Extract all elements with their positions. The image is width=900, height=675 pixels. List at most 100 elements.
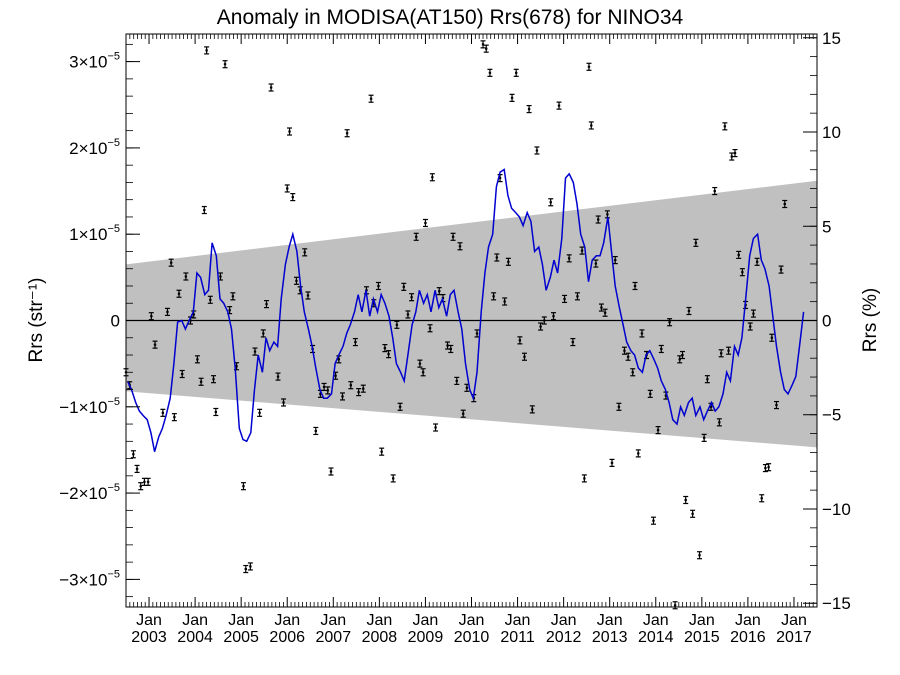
x-tick-month-label: Jan — [459, 612, 485, 629]
data-point — [759, 494, 765, 503]
data-point — [134, 464, 140, 474]
data-point — [293, 276, 299, 285]
data-point — [529, 405, 535, 414]
data-point — [287, 127, 293, 136]
x-tick-month-label: Jan — [136, 612, 162, 629]
data-point — [168, 258, 174, 267]
data-point — [494, 253, 500, 262]
data-point — [679, 350, 685, 360]
data-point — [194, 355, 200, 364]
data-point — [739, 268, 745, 277]
data-point — [379, 447, 385, 456]
data-point — [460, 409, 466, 418]
data-point — [281, 398, 287, 407]
data-point — [630, 368, 636, 377]
y-axis-ticks: 3×10−5 2×10−5 1×10−5 0 −1×10−5 −2×10−5 −3×10−5 — [59, 43, 140, 598]
data-point — [701, 433, 707, 442]
data-point — [729, 152, 735, 161]
y2-axis-ticks: 15 10 5 0 −5 −10 −15 — [803, 29, 851, 613]
data-point — [352, 337, 358, 347]
data-point — [609, 458, 615, 467]
data-point — [268, 83, 274, 92]
data-point — [769, 333, 775, 342]
data-point — [171, 413, 177, 422]
data-point — [505, 257, 511, 266]
x-tick-month-label: Jan — [597, 612, 623, 629]
confidence-band-layer — [126, 180, 817, 448]
data-point — [538, 322, 544, 331]
data-point — [650, 516, 656, 525]
data-point — [344, 129, 350, 138]
y-tick-label: −2×10−5 — [59, 482, 120, 503]
data-point — [422, 218, 428, 228]
x-tick-year-label: 2012 — [546, 629, 582, 646]
data-point — [145, 477, 151, 486]
data-point — [686, 306, 692, 316]
data-point — [427, 324, 433, 333]
data-point — [340, 392, 346, 401]
x-tick-month-label: Jan — [366, 612, 392, 629]
data-point — [625, 352, 631, 361]
data-point — [284, 184, 290, 193]
data-point — [450, 232, 456, 241]
y2-tick-label: 10 — [822, 123, 841, 142]
chart-title: Anomaly in MODISA(AT150) Rrs(678) for NI… — [217, 6, 684, 29]
y-tick-label: −1×10−5 — [59, 396, 120, 417]
data-point — [586, 62, 592, 71]
data-point — [433, 423, 439, 432]
data-point — [240, 482, 246, 491]
data-point — [732, 148, 738, 158]
data-point — [222, 60, 228, 69]
data-point — [754, 257, 760, 266]
data-point — [183, 272, 189, 281]
y-axis-label: Rrs (str⁻¹) — [26, 278, 47, 363]
x-tick-year-label: 2015 — [684, 629, 720, 646]
data-point — [483, 44, 489, 53]
data-point — [750, 309, 756, 318]
x-tick-month-label: Jan — [781, 612, 807, 629]
x-tick-month-label: Jan — [320, 612, 346, 629]
data-point — [726, 346, 732, 355]
data-point — [635, 449, 641, 458]
data-point — [420, 368, 426, 377]
x-tick-year-label: 2014 — [638, 629, 674, 646]
data-point — [417, 359, 423, 368]
data-point — [598, 303, 604, 312]
data-point — [409, 293, 415, 302]
y2-tick-label: 5 — [822, 217, 831, 236]
data-point — [207, 295, 213, 304]
data-point — [405, 310, 411, 319]
data-point — [401, 282, 407, 291]
data-point — [474, 329, 480, 338]
confidence-band — [126, 180, 817, 448]
data-point — [778, 265, 784, 274]
x-tick-month-label: Jan — [643, 612, 669, 629]
data-point — [517, 336, 523, 345]
data-point — [213, 407, 219, 417]
data-point — [550, 312, 556, 321]
data-point — [445, 341, 451, 350]
data-point — [526, 104, 532, 114]
x-tick-year-label: 2016 — [730, 629, 766, 646]
data-point — [368, 94, 374, 103]
data-point — [176, 289, 182, 298]
data-point — [302, 248, 308, 257]
data-point — [356, 388, 362, 397]
data-point — [198, 377, 204, 386]
data-point — [413, 232, 419, 241]
x-tick-year-label: 2007 — [316, 629, 352, 646]
data-point — [588, 121, 594, 130]
x-tick-year-label: 2003 — [131, 629, 167, 646]
data-point — [581, 474, 587, 483]
data-point — [595, 215, 601, 224]
data-point — [621, 346, 627, 355]
data-point — [683, 495, 689, 505]
data-point — [782, 199, 788, 209]
data-point — [204, 46, 210, 55]
y2-tick-label: 15 — [822, 29, 841, 48]
data-point — [632, 281, 638, 291]
data-point — [487, 68, 493, 77]
y-tick-label: 1×10−5 — [69, 223, 120, 244]
data-point — [718, 349, 724, 358]
